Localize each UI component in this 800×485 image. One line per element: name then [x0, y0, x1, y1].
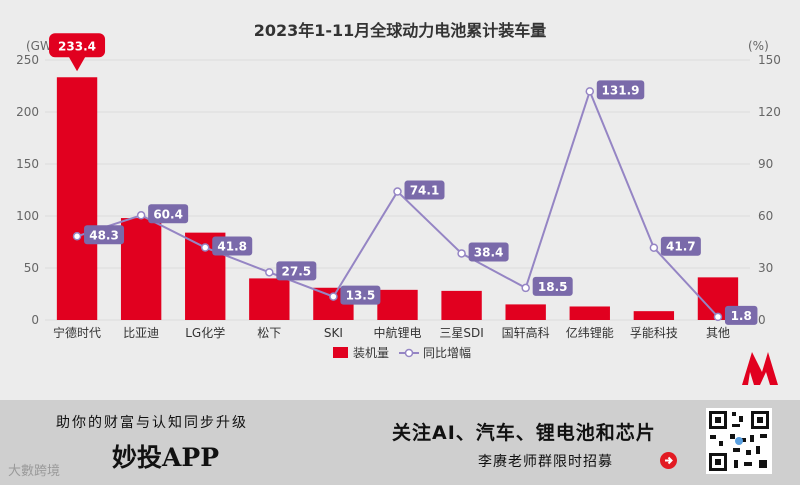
line-label-bg: [148, 204, 189, 224]
category-label: 宁德时代: [53, 325, 101, 340]
right-axis-unit: (%): [748, 39, 769, 53]
left-tick-label: 100: [16, 209, 39, 223]
line-point: [585, 87, 595, 96]
line-series: 48.3 60.4 41.8 27.5 13.5 74.1 38.4 18.5 131.9 41.…: [72, 80, 758, 325]
line-data-label: 41.8: [217, 240, 247, 254]
line-data-label: 1.8: [731, 309, 752, 323]
promo-banner: 助你的财富与认知同步升级 妙投APP 大數跨境 关注AI、汽车、锂电池和芯片 李…: [0, 400, 800, 485]
bar: [441, 290, 482, 320]
arrow-right-icon[interactable]: [660, 452, 677, 469]
line-point: [329, 292, 338, 301]
line-label-bg: [212, 236, 253, 256]
bar: [249, 278, 290, 320]
line-data-label: 74.1: [410, 184, 440, 198]
category-label: 三星SDI: [439, 326, 483, 340]
logo-mark: [742, 352, 778, 385]
qr-code[interactable]: [706, 408, 772, 474]
right-tick-label: 30: [758, 261, 773, 275]
line-label-bg: [340, 285, 381, 305]
legend-bar-swatch: [333, 347, 348, 358]
bar-callout: [49, 33, 106, 72]
line-point: [521, 283, 530, 293]
legend-line-marker: [404, 348, 414, 358]
left-tick-label: 150: [16, 157, 39, 171]
left-tick-label: 250: [16, 53, 39, 67]
banner-slogan: 助你的财富与认知同步升级: [56, 415, 248, 431]
line-data-label: 13.5: [346, 289, 376, 303]
line-label-bg: [84, 225, 125, 245]
chart-legend: 装机量 同比增幅: [333, 345, 471, 360]
line-point: [265, 268, 274, 277]
legend-bar-label: 装机量: [353, 346, 389, 360]
category-label: 亿纬锂能: [566, 325, 614, 340]
category-label: 松下: [257, 326, 281, 340]
line-point: [393, 187, 402, 196]
line-data-label: 48.3: [89, 228, 119, 242]
line-data-label: 38.4: [474, 245, 504, 259]
watermark-text: 大數跨境: [8, 464, 61, 479]
battery-installation-chart: 2023年1-11月全球动力电池累计装车量 (GWh) (%) 05010015…: [16, 21, 781, 385]
line-point: [136, 211, 146, 220]
line-label-bg: [404, 180, 445, 200]
growth-line: [76, 88, 719, 318]
category-labels: 宁德时代 比亚迪 LG化学 松下 SKI 中航锂电 三星SDI 国轩高科 亿纬锂能 孚能科技 其他: [53, 325, 730, 340]
line-point: [649, 243, 659, 252]
line-point: [200, 243, 210, 252]
banner-headline: 关注AI、汽车、锂电池和芯片: [392, 422, 656, 444]
category-label: 中航锂电: [373, 325, 421, 340]
line-label-bg: [596, 80, 645, 100]
right-tick-label: 60: [758, 209, 773, 223]
right-tick-label: 90: [758, 157, 773, 171]
line-point: [457, 249, 466, 258]
line-point: [713, 312, 723, 322]
banner-cta[interactable]: 李赓老师群限时招募: [478, 454, 613, 470]
right-tick-label: 150: [758, 53, 781, 67]
category-label: SKI: [324, 326, 343, 340]
line-data-label: 27.5: [282, 264, 312, 278]
left-axis-ticks: 0 50 100 150 200 250: [16, 53, 39, 327]
bar: [120, 218, 162, 320]
bar-series: 233.4: [49, 33, 739, 320]
chart-title: 2023年1-11月全球动力电池累计装车量: [254, 21, 547, 40]
right-tick-label: 120: [758, 105, 781, 119]
category-label: 比亚迪: [123, 326, 159, 340]
left-tick-label: 0: [31, 313, 39, 327]
bar-data-label: 233.4: [58, 39, 96, 53]
line-label-bg: [724, 305, 758, 325]
bar: [56, 77, 98, 320]
line-data-label: 131.9: [602, 83, 640, 97]
bar: [633, 311, 675, 320]
category-label: 国轩高科: [502, 325, 550, 340]
bar: [377, 289, 418, 320]
line-data-label: 41.7: [666, 240, 696, 254]
line-data-label: 18.5: [538, 280, 568, 294]
line-label-bg: [532, 276, 573, 296]
category-label: LG化学: [185, 325, 225, 340]
line-data-label: 60.4: [153, 207, 183, 221]
logo-m-shape: [742, 352, 778, 385]
left-tick-label: 200: [16, 105, 39, 119]
right-tick-label: 0: [758, 313, 766, 327]
line-label-bg: [468, 242, 509, 262]
category-label: 孚能科技: [630, 326, 678, 340]
banner-brand: 妙投APP: [112, 443, 219, 472]
bar: [569, 306, 610, 320]
bar: [505, 304, 546, 320]
line-label-bg: [660, 236, 701, 256]
right-axis-ticks: 0 30 60 90 120 150: [758, 53, 781, 327]
line-point: [72, 232, 82, 241]
legend-line-label: 同比增幅: [423, 345, 471, 360]
line-label-bg: [276, 261, 317, 281]
left-tick-label: 50: [24, 261, 39, 275]
category-label: 其他: [706, 326, 730, 340]
